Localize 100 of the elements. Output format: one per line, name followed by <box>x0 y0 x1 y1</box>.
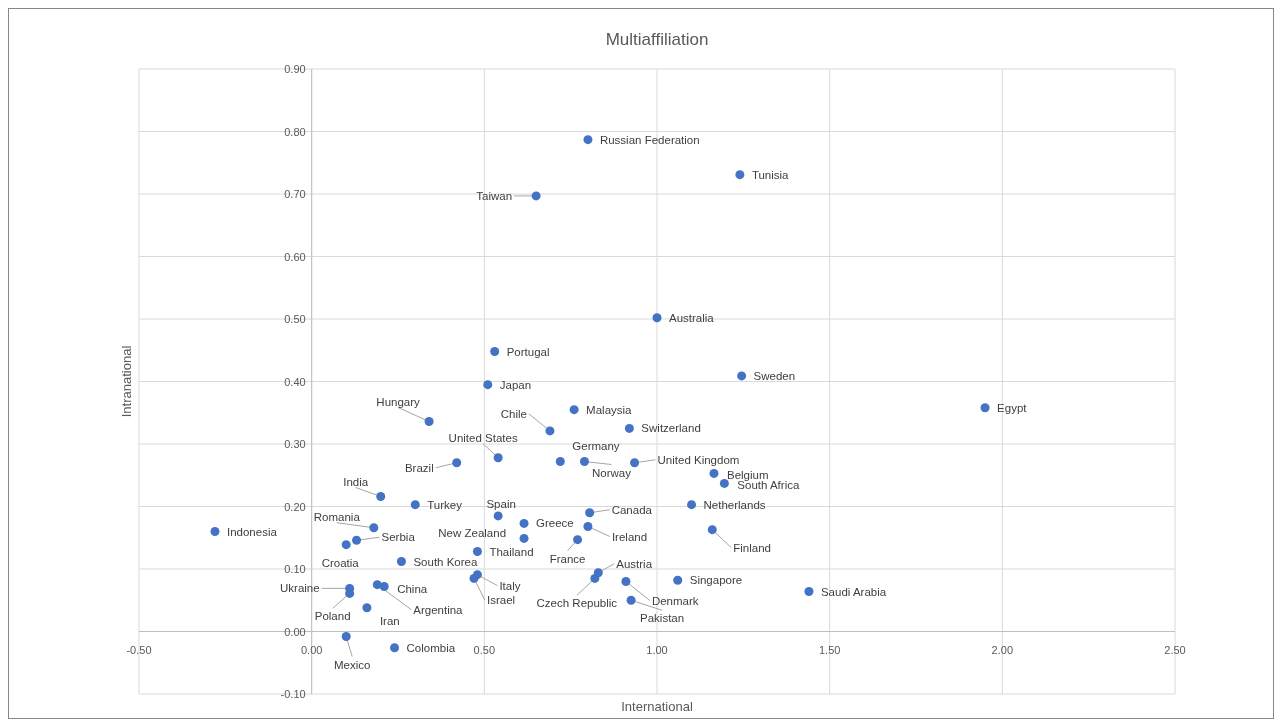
annotation: Greece <box>536 517 574 530</box>
annotation: Israel <box>486 594 516 607</box>
point <box>531 191 541 201</box>
annotation: Hungary <box>376 395 421 408</box>
annotation: Austria <box>616 557 653 570</box>
y-tick-label: 0.10 <box>284 563 306 575</box>
x-tick-label: 2.00 <box>991 643 1014 656</box>
x-axis-title: International <box>621 699 693 714</box>
point <box>630 458 640 468</box>
point <box>352 535 362 545</box>
point <box>626 595 636 605</box>
annotation: United Kingdom <box>657 453 740 466</box>
annotation: Egypt <box>997 401 1028 414</box>
point <box>369 523 379 533</box>
point <box>980 403 990 413</box>
x-tick-label: 0.00 <box>300 643 323 656</box>
annotation: India <box>343 475 369 488</box>
point <box>396 557 406 566</box>
annotation: Croatia <box>321 556 360 569</box>
y-tick-label: 0.50 <box>284 313 306 325</box>
point <box>804 587 814 596</box>
point <box>341 540 351 550</box>
chart-title: Multiaffiliation <box>605 30 709 49</box>
point <box>555 457 565 466</box>
point <box>424 417 434 426</box>
point <box>719 478 729 488</box>
annotation: Germany <box>572 439 620 452</box>
annotation: Russian Federation <box>599 133 700 146</box>
annotation: Romania <box>313 510 361 523</box>
annotation: Ukraine <box>280 582 320 595</box>
annotation: Netherlands <box>703 498 766 511</box>
annotation: Indonesia <box>226 525 278 538</box>
annotation: Chile <box>500 407 527 420</box>
point <box>410 500 420 510</box>
y-tick-label: 0.20 <box>284 500 306 513</box>
annotation: Portugal <box>506 345 550 358</box>
annotation: New Zealand <box>438 527 507 540</box>
annotation: South Korea <box>413 555 478 568</box>
annotation: Japan <box>499 378 532 391</box>
point <box>341 632 351 641</box>
annotation: Italy <box>499 579 521 592</box>
y-tick-label: 0.60 <box>284 250 306 263</box>
annotation: Taiwan <box>476 189 513 202</box>
point <box>490 347 500 356</box>
point <box>519 533 529 543</box>
x-tick-label: 0.50 <box>473 643 496 656</box>
y-tick-label: -0.10 <box>280 688 306 700</box>
annotation: Spain <box>486 497 516 510</box>
point <box>390 643 400 653</box>
x-tick-label: -0.50 <box>126 643 152 656</box>
point <box>579 457 589 466</box>
x-tick-label: 1.00 <box>646 643 668 656</box>
y-tick-label: 0.40 <box>284 375 306 388</box>
point <box>737 371 747 381</box>
annotation: Brazil <box>404 461 434 474</box>
point <box>583 135 593 145</box>
annotation: Canada <box>611 503 653 516</box>
point <box>210 527 220 536</box>
y-tick-label: 0.70 <box>284 188 306 200</box>
point <box>709 468 719 478</box>
point <box>493 511 503 521</box>
point <box>590 573 600 583</box>
annotation: Poland <box>314 610 351 623</box>
point <box>519 518 529 528</box>
annotation: Argentina <box>413 603 464 616</box>
y-tick-label: 0.90 <box>284 63 306 75</box>
point <box>372 580 382 590</box>
annotation: Pakistan <box>640 612 685 625</box>
annotation: Thailand <box>489 545 534 558</box>
y-tick-label: 0.30 <box>284 438 306 450</box>
annotation: Singapore <box>689 574 743 587</box>
annotation: Switzerland <box>641 422 701 435</box>
point <box>621 577 631 586</box>
annotation: Norway <box>591 466 632 479</box>
annotation: Turkey <box>427 498 463 511</box>
annotation: Tunisia <box>751 168 790 181</box>
annotation: Malaysia <box>586 403 633 416</box>
point <box>583 522 593 531</box>
point <box>362 603 372 613</box>
annotation: Saudi Arabia <box>820 585 887 598</box>
point <box>624 423 634 433</box>
point <box>569 405 579 415</box>
x-tick-label: 1.50 <box>818 643 841 656</box>
annotation: Denmark <box>651 594 699 607</box>
point <box>573 535 583 545</box>
point <box>493 453 503 463</box>
annotation: Sweden <box>753 369 796 382</box>
annotation: Mexico <box>333 658 371 671</box>
annotation: Serbia <box>381 531 416 544</box>
y-axis-title: Intranational <box>119 345 134 418</box>
point <box>687 500 697 510</box>
point <box>673 575 683 585</box>
y-tick-label: 0.00 <box>284 625 306 638</box>
point <box>452 458 462 468</box>
annotation: Australia <box>669 311 715 324</box>
point <box>545 426 555 436</box>
annotation: Iran <box>379 614 400 627</box>
point <box>707 525 717 535</box>
annotation: Belgium <box>726 469 769 482</box>
annotation: Finland <box>733 541 771 554</box>
